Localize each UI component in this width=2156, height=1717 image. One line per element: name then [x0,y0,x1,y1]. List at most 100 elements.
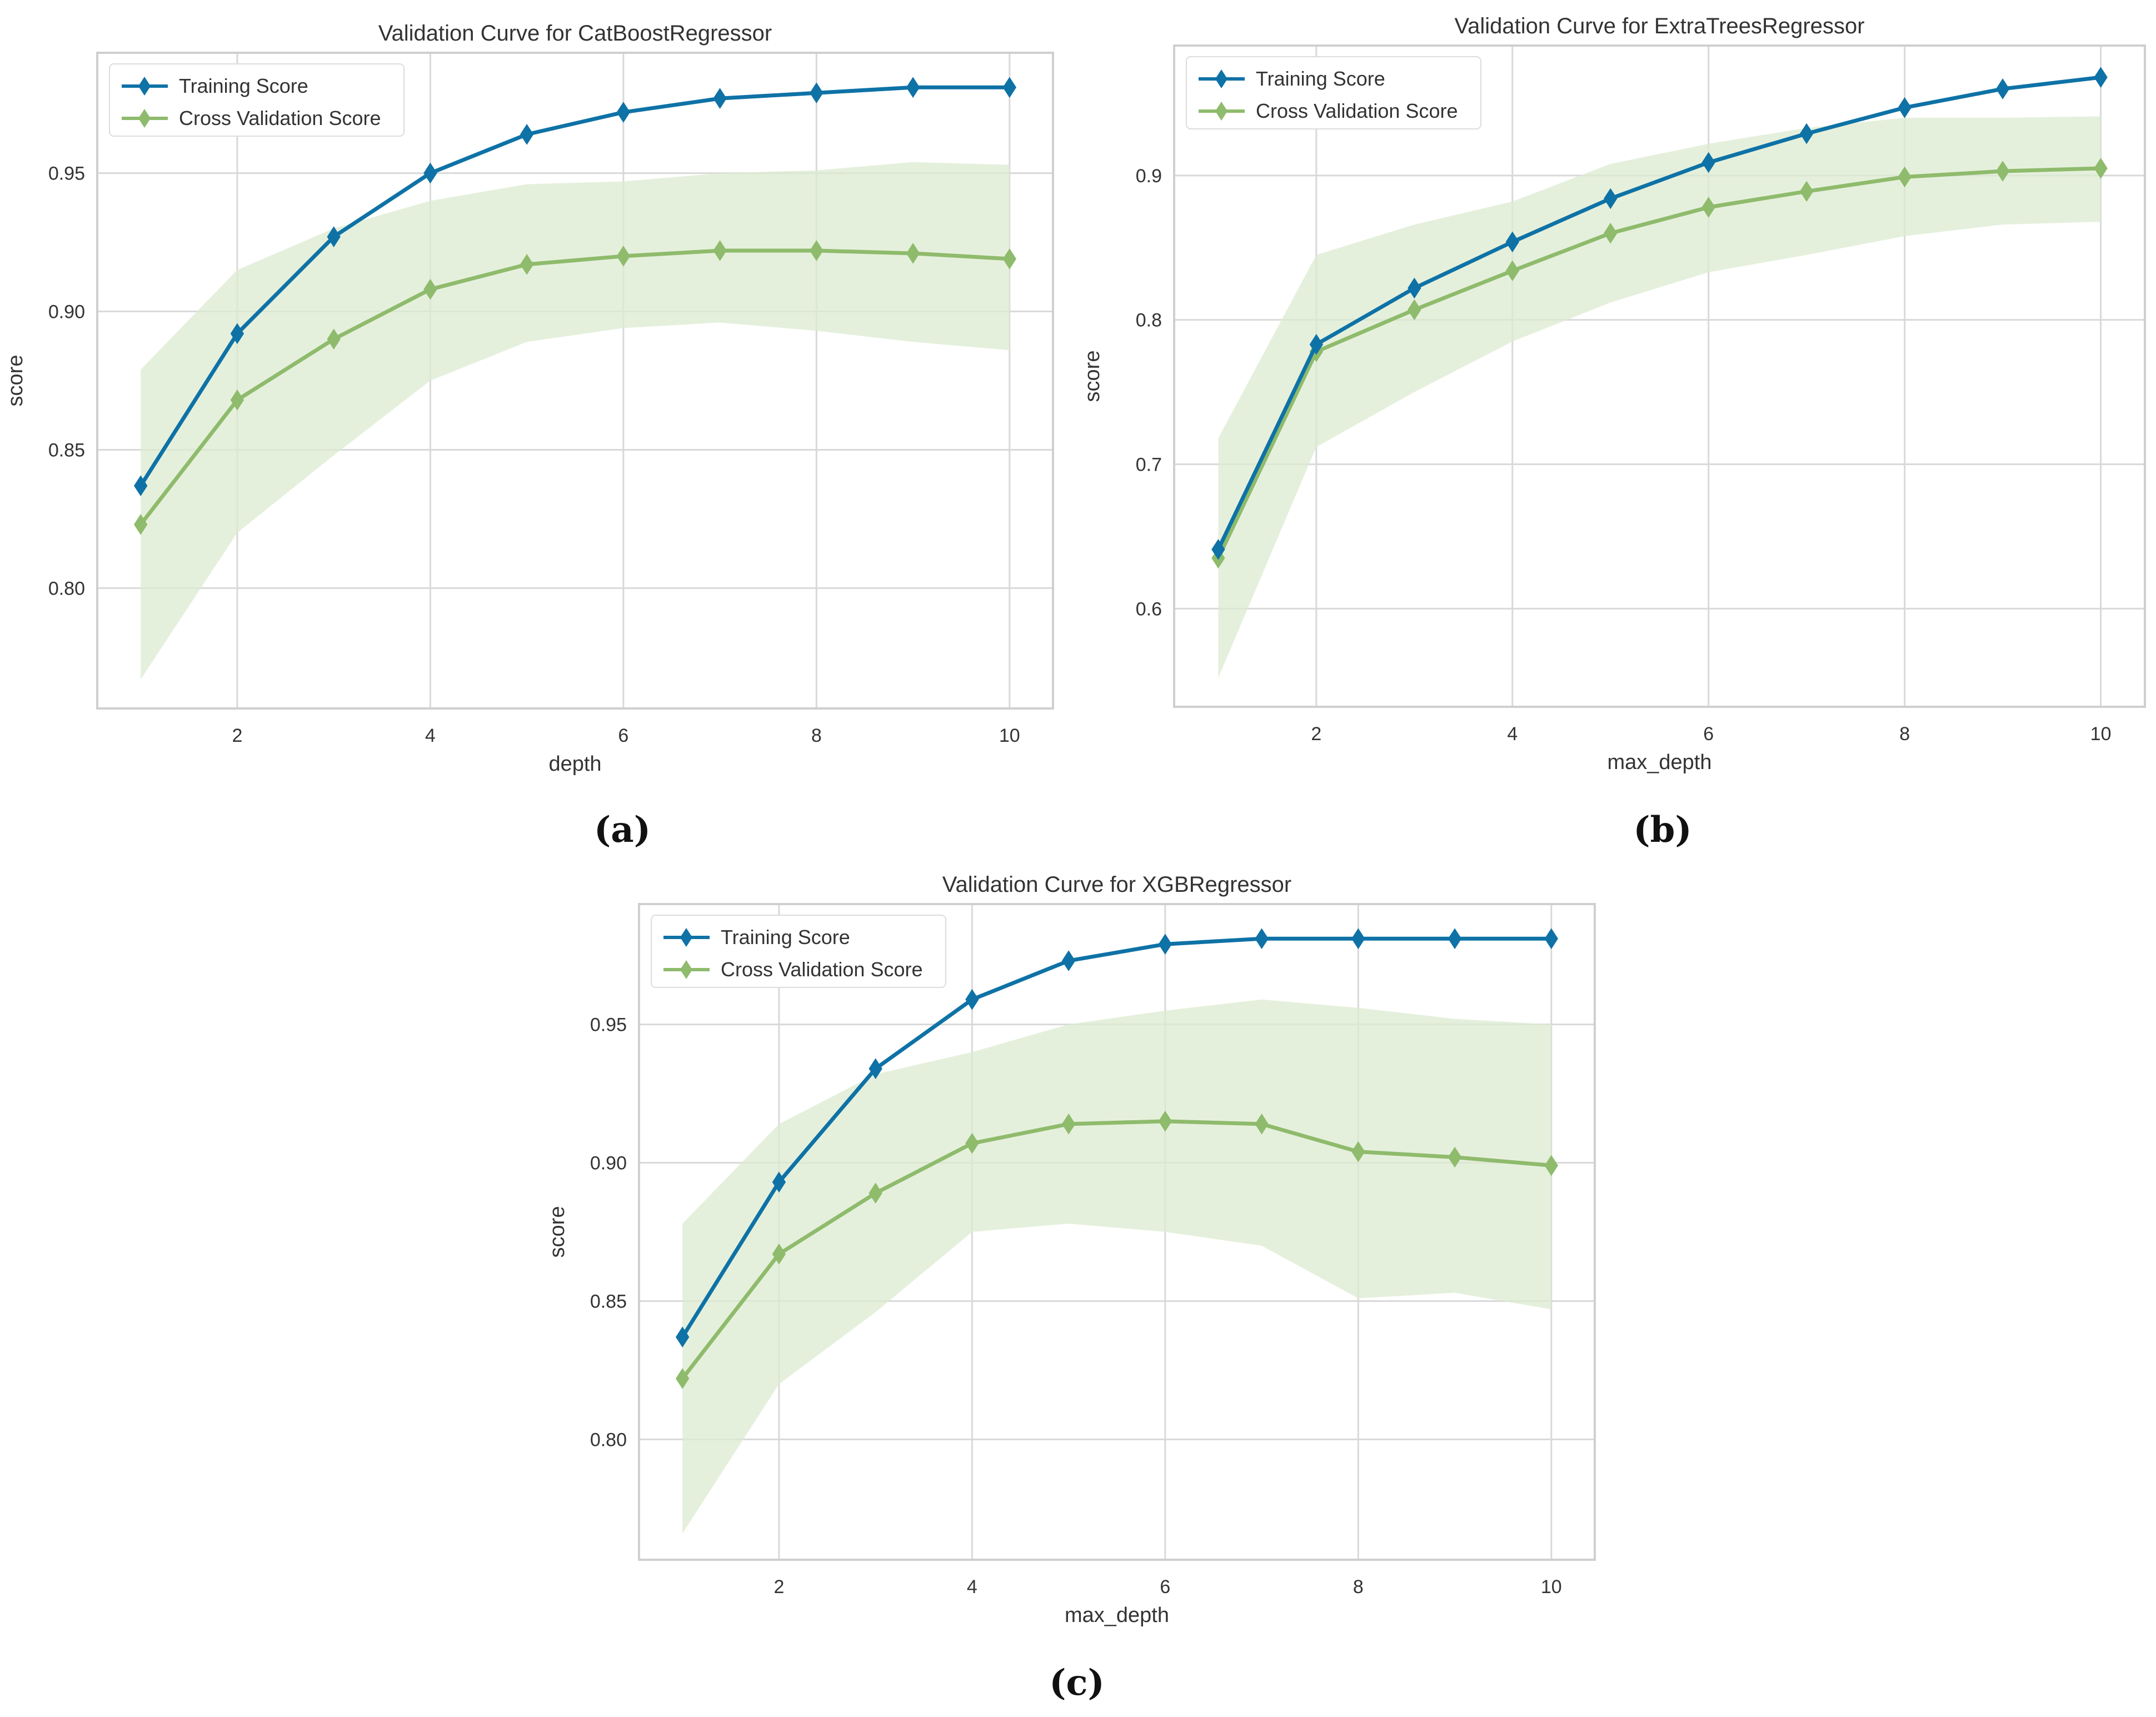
training-score-point [713,88,727,109]
legend-swatch-marker [1215,69,1227,88]
x-tick-label: 10 [2090,723,2112,745]
cv-score-point [1995,161,2010,182]
training-score-point [1505,231,1519,253]
legend-entry: Training Score [721,926,850,949]
legend-entry: Cross Validation Score [721,958,923,981]
cv-score-band [1218,116,2101,678]
training-score-point [230,323,244,345]
cv-score-point [133,514,148,535]
legend-swatch-marker [680,928,692,947]
training-score-point [327,226,341,247]
cv-score-line [139,248,1010,526]
training-score-point [520,124,534,145]
y-axis-label: score [546,1206,569,1258]
x-tick-label: 8 [811,725,822,746]
training-score-point [1448,928,1462,950]
training-score-point [1309,333,1324,355]
y-tick-label: 0.95 [48,163,85,184]
training-score-line [139,85,1010,487]
panel-caption: (a) [594,809,651,851]
training-score-point [1995,78,2010,99]
training-score-point [965,989,979,1010]
x-tick-label: 8 [1899,723,1910,745]
training-score-point [1544,928,1559,950]
cv-score-point [520,254,534,275]
cv-score-point [1604,222,1618,244]
y-axis-label: score [4,355,27,407]
y-tick-label: 0.9 [1136,166,1162,187]
cv-score-line [681,1119,1552,1380]
x-tick-label: 4 [1507,723,1518,745]
plot-frame [1173,44,2146,708]
cv-score-point [869,1182,882,1204]
y-tick-label: 0.85 [48,440,85,461]
x-tick-label: 6 [1703,723,1714,745]
legend-entry: Cross Validation Score [179,107,381,129]
training-score-point [1002,77,1017,98]
chart-panel-1: 2 4 6 8 10 0.80 0.85 0.90 0.95 Validation Curve f… [4,21,1054,851]
training-score-point [2094,67,2108,88]
cv-score-point [1158,1110,1172,1132]
cv-score-point [327,328,341,350]
cv-score-point [1061,1113,1076,1135]
panel-caption: (c) [1049,1662,1105,1704]
training-score-point [810,82,824,104]
training-score-point [906,77,920,98]
training-score-point [1701,152,1715,173]
y-tick-label: 0.95 [590,1015,627,1036]
training-score-point [1158,934,1172,955]
y-tick-label: 0.6 [1136,598,1162,620]
legend-entry: Cross Validation Score [1256,99,1458,122]
x-tick-label: 2 [232,725,242,746]
x-tick-label: 4 [967,1576,977,1598]
legend: Training Score Cross Validation Score [1186,56,1481,129]
y-axis-label: score [1081,351,1104,402]
training-score-point [1255,928,1269,950]
training-score-point [1351,928,1365,950]
x-tick-label: 2 [773,1576,784,1598]
x-axis-label: depth [548,752,601,776]
training-score-point [1061,950,1076,971]
cv-score-point [1448,1146,1462,1168]
x-tick-label: 2 [1311,723,1321,745]
chart-panel-3: 2 4 6 8 10 0.80 0.85 0.90 0.95 Validation Curve f… [546,872,1596,1704]
chart-panel-2: 2 4 6 8 10 0.6 0.7 0.8 0.9 Validation Curve for E… [1081,14,2146,851]
cv-score-point [1351,1141,1365,1162]
training-score-point [1604,188,1618,209]
cv-score-point [906,243,920,264]
x-axis-label: max_depth [1065,1604,1169,1627]
training-score-point [772,1171,786,1193]
plot-frame [96,52,1054,710]
chart-title: Validation Curve for ExtraTreesRegressor [1454,14,1864,38]
x-tick-label: 8 [1353,1576,1364,1598]
plot-frame [638,903,1596,1561]
cv-score-point [1408,299,1421,321]
x-tick-label: 10 [999,725,1020,746]
y-tick-label: 0.90 [48,302,85,323]
training-score-point [423,162,437,184]
chart-title: Validation Curve for XGBRegressor [942,872,1291,897]
cv-score-point [423,278,437,300]
cv-score-point [1544,1155,1559,1176]
x-tick-label: 10 [1541,1576,1562,1598]
cv-score-point [675,1368,690,1389]
legend: Training Score Cross Validation Score [109,63,405,137]
cv-score-point [965,1132,979,1154]
y-tick-label: 0.80 [48,578,85,599]
x-axis-label: max_depth [1607,751,1711,774]
x-tick-label: 6 [618,725,628,746]
cv-score-point [1898,166,1912,188]
y-tick-label: 0.90 [590,1153,627,1174]
legend-swatch-marker [680,960,692,979]
y-tick-label: 0.85 [590,1291,627,1312]
training-score-point [1898,97,1912,118]
training-score-point [1408,277,1421,299]
legend-swatch-marker [1215,102,1227,121]
training-score-line [1216,75,2102,551]
legend-entry: Training Score [1256,67,1385,90]
legend-box [1186,56,1481,129]
legend: Training Score Cross Validation Score [651,915,946,988]
y-tick-label: 0.8 [1136,310,1162,331]
legend-swatch-marker [138,77,151,96]
